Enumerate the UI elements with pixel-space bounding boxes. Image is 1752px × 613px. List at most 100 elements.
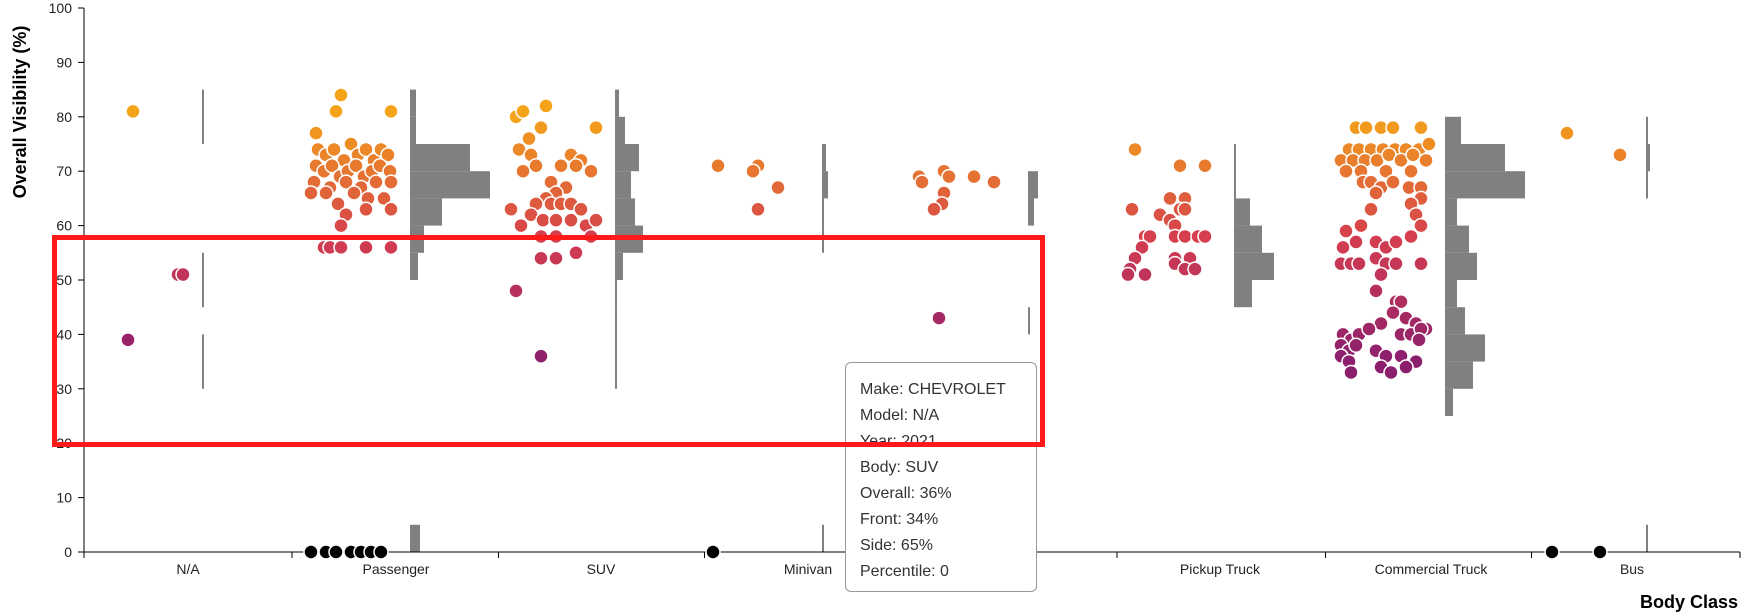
data-point[interactable]	[750, 201, 766, 218]
data-point[interactable]	[583, 228, 599, 245]
data-point[interactable]	[1363, 201, 1379, 218]
data-point[interactable]	[533, 250, 549, 266]
data-point[interactable]	[1403, 163, 1419, 179]
data-point[interactable]	[1177, 201, 1193, 218]
data-point[interactable]	[503, 201, 519, 218]
data-point[interactable]	[328, 103, 344, 120]
data-point[interactable]	[326, 141, 342, 158]
data-point[interactable]	[515, 163, 531, 179]
data-point[interactable]	[1373, 266, 1389, 283]
data-point[interactable]	[966, 168, 982, 185]
data-point[interactable]	[333, 87, 349, 103]
points-layer[interactable]	[120, 87, 1628, 560]
data-point[interactable]	[1142, 228, 1158, 245]
data-point[interactable]	[1197, 228, 1213, 245]
missing-data-point[interactable]	[705, 544, 721, 560]
data-point[interactable]	[358, 201, 374, 218]
data-point[interactable]	[368, 174, 384, 190]
data-point[interactable]	[1353, 217, 1369, 234]
data-point[interactable]	[533, 348, 549, 364]
missing-data-point[interactable]	[1544, 544, 1560, 560]
data-point[interactable]	[513, 217, 529, 234]
missing-data-point[interactable]	[1592, 544, 1608, 560]
data-point[interactable]	[318, 185, 334, 201]
data-point[interactable]	[583, 163, 599, 179]
data-point[interactable]	[548, 228, 564, 245]
data-point[interactable]	[521, 130, 537, 147]
data-point[interactable]	[343, 136, 359, 152]
data-point[interactable]	[563, 212, 579, 228]
data-point[interactable]	[358, 141, 374, 158]
data-point[interactable]	[383, 201, 399, 218]
data-point[interactable]	[1388, 255, 1404, 272]
data-point[interactable]	[1385, 119, 1401, 136]
data-point[interactable]	[1348, 234, 1364, 250]
data-point[interactable]	[745, 163, 761, 179]
data-point[interactable]	[125, 103, 141, 120]
data-point[interactable]	[175, 266, 191, 283]
data-point[interactable]	[710, 158, 726, 174]
data-point[interactable]	[358, 239, 374, 256]
data-point[interactable]	[568, 245, 584, 261]
data-point[interactable]	[1385, 304, 1401, 321]
data-point[interactable]	[1351, 255, 1367, 272]
data-point[interactable]	[533, 119, 549, 136]
data-point[interactable]	[1172, 158, 1188, 174]
data-point[interactable]	[1197, 158, 1213, 174]
data-point[interactable]	[553, 158, 569, 174]
data-point[interactable]	[1343, 364, 1359, 381]
missing-data-point[interactable]	[303, 544, 319, 560]
data-point[interactable]	[1124, 201, 1140, 218]
data-point[interactable]	[303, 185, 319, 201]
data-point[interactable]	[528, 158, 544, 174]
data-point[interactable]	[333, 217, 349, 234]
data-point[interactable]	[548, 250, 564, 266]
data-point[interactable]	[1137, 266, 1153, 283]
data-point[interactable]	[931, 310, 947, 326]
data-point[interactable]	[1612, 147, 1628, 163]
data-point[interactable]	[1338, 223, 1354, 239]
data-point[interactable]	[383, 103, 399, 120]
data-point[interactable]	[1398, 359, 1414, 375]
data-point[interactable]	[346, 185, 362, 201]
data-point[interactable]	[1405, 147, 1421, 163]
data-point[interactable]	[515, 103, 531, 120]
data-point[interactable]	[1421, 136, 1437, 152]
data-point[interactable]	[1177, 228, 1193, 245]
data-point[interactable]	[1411, 332, 1427, 348]
data-point[interactable]	[120, 332, 136, 348]
data-point[interactable]	[508, 283, 524, 299]
missing-data-point[interactable]	[328, 544, 344, 560]
data-point[interactable]	[941, 168, 957, 185]
data-point[interactable]	[338, 174, 354, 190]
data-point[interactable]	[1413, 217, 1429, 234]
data-point[interactable]	[1348, 337, 1364, 354]
data-point[interactable]	[1368, 185, 1384, 201]
data-point[interactable]	[926, 201, 942, 218]
data-point[interactable]	[348, 158, 364, 174]
data-point[interactable]	[1335, 239, 1351, 256]
data-point[interactable]	[1358, 119, 1374, 136]
data-point[interactable]	[1393, 294, 1409, 310]
data-point[interactable]	[573, 201, 589, 218]
data-point[interactable]	[770, 179, 786, 196]
data-point[interactable]	[914, 174, 930, 190]
data-point[interactable]	[1368, 283, 1384, 299]
data-point[interactable]	[1338, 163, 1354, 179]
data-point[interactable]	[1127, 141, 1143, 158]
data-point[interactable]	[308, 125, 324, 141]
data-point[interactable]	[568, 158, 584, 174]
data-point[interactable]	[1162, 190, 1178, 207]
data-point[interactable]	[1378, 163, 1394, 179]
data-point[interactable]	[538, 98, 554, 114]
data-point[interactable]	[1418, 152, 1434, 169]
data-point[interactable]	[1413, 255, 1429, 272]
data-point[interactable]	[1413, 119, 1429, 136]
data-point[interactable]	[376, 190, 392, 207]
data-point[interactable]	[535, 212, 551, 228]
data-point[interactable]	[1120, 266, 1136, 283]
data-point[interactable]	[330, 196, 346, 212]
data-point[interactable]	[588, 212, 604, 228]
data-point[interactable]	[383, 174, 399, 190]
data-point[interactable]	[380, 147, 396, 163]
